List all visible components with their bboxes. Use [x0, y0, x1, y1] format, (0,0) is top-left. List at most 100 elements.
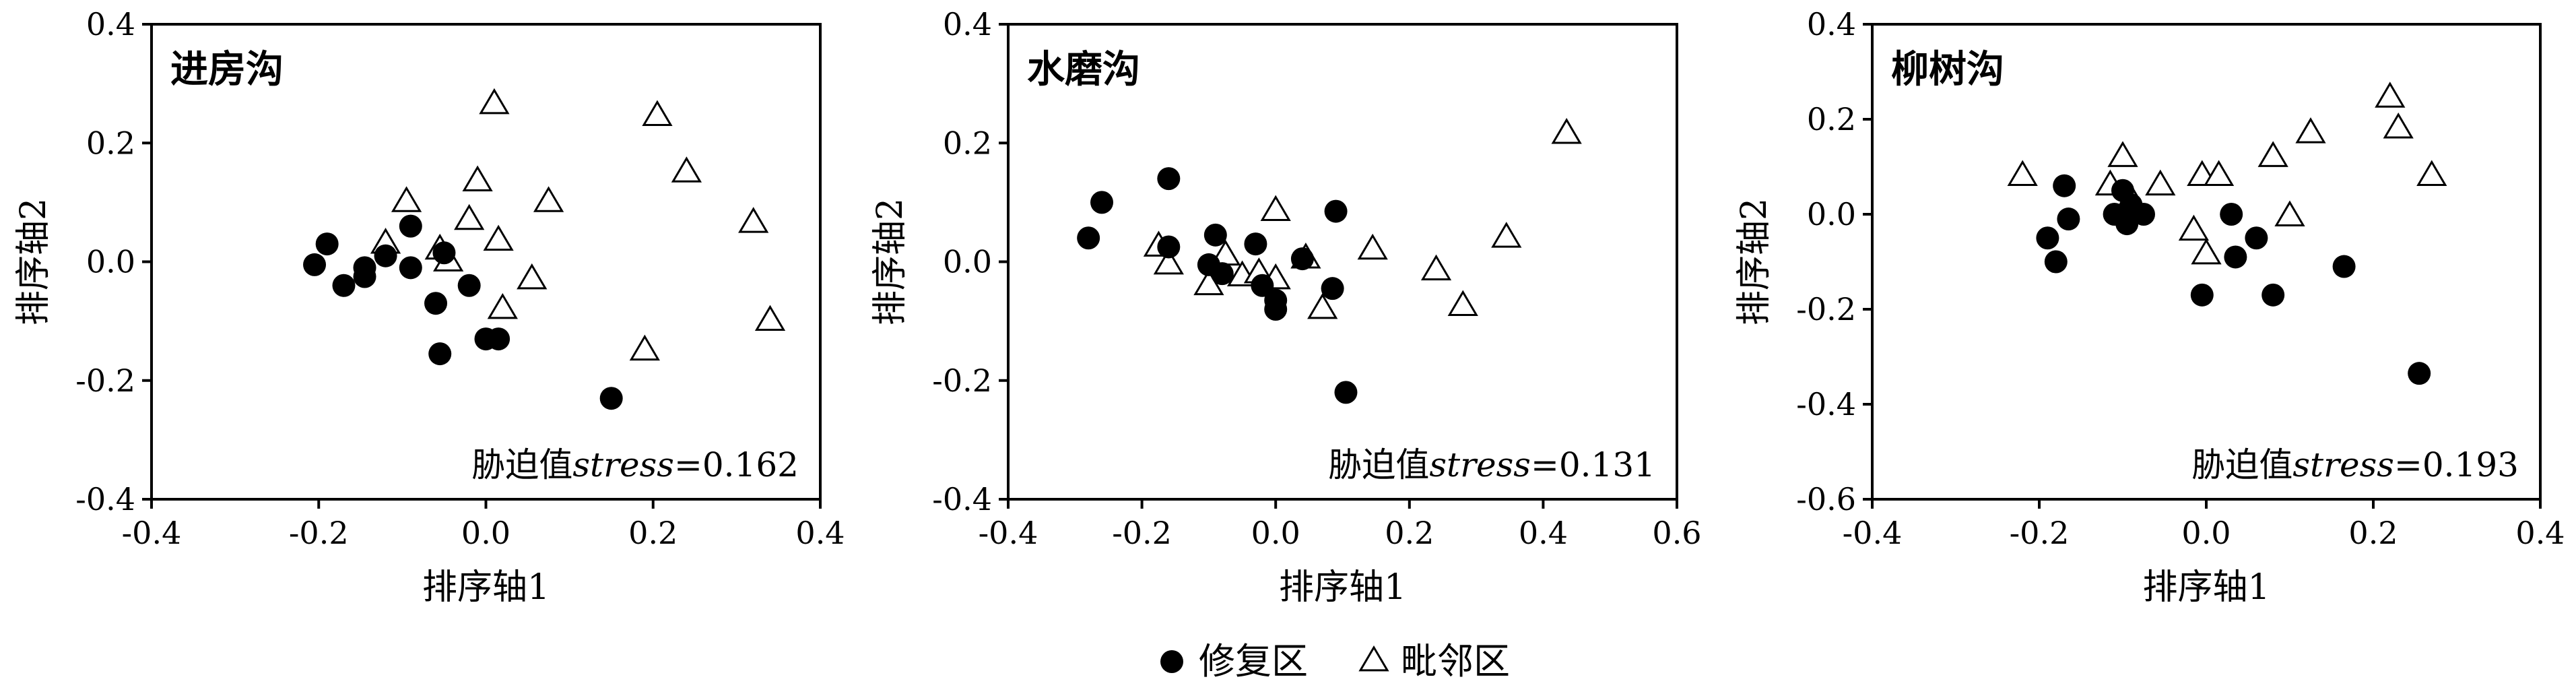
y-tick-label: 0.4	[86, 6, 135, 42]
data-point-triangle	[2375, 82, 2406, 108]
legend: 修复区 毗邻区	[1160, 640, 1510, 683]
stress-value: =0.193	[2394, 445, 2519, 484]
data-point-circle	[2220, 203, 2243, 226]
plot-panel-2: -0.4 -0.2 0.0 0.2 0.4 0.6 -0.4 -0.2 0.0 0.2 0.4 排序轴…	[870, 6, 1702, 608]
data-point-circle	[457, 274, 481, 297]
x-tick-label: 0.6	[1652, 515, 1701, 551]
data-point-triangle	[1357, 233, 1388, 260]
stress-annotation: 胁迫值stress=0.162	[471, 445, 799, 484]
y-tick-label: -0.4	[1796, 386, 1856, 422]
data-point-circle	[2332, 255, 2356, 278]
plot-frame	[150, 23, 822, 501]
x-axis-title: 排序轴1	[2142, 567, 2270, 608]
x-tick-label: 0.2	[2348, 515, 2398, 551]
y-tick-label: 0.0	[86, 244, 135, 280]
y-tick-label: 0.4	[943, 6, 992, 42]
y-tick-label: -0.2	[75, 362, 135, 399]
data-point-circle	[399, 214, 422, 238]
data-point-triangle	[738, 207, 769, 233]
x-tick-label: 0.2	[1385, 515, 1434, 551]
stress-word: stress	[2292, 445, 2394, 484]
data-point-circle	[1244, 232, 1267, 256]
panel-title: 进房沟	[170, 47, 284, 92]
data-point-triangle	[462, 165, 493, 191]
data-point-circle	[1077, 226, 1100, 250]
data-point-circle	[2036, 226, 2059, 250]
data-point-circle	[1157, 235, 1181, 259]
series-circle	[1077, 167, 1358, 404]
x-axis-title: 排序轴1	[422, 567, 550, 608]
data-point-circle	[2245, 226, 2268, 250]
legend-marker-circle	[1160, 650, 1183, 673]
data-point-triangle	[2416, 160, 2447, 187]
data-point-circle	[1321, 277, 1344, 300]
x-tick-label: 0.0	[461, 515, 510, 551]
y-axis-title: 排序轴2	[1734, 198, 1775, 325]
data-point-triangle	[754, 305, 786, 331]
data-point-circle	[315, 232, 339, 256]
data-point-triangle	[391, 186, 422, 212]
y-tick-label: 0.2	[86, 125, 135, 161]
data-point-triangle	[671, 156, 702, 183]
x-tick-label: 0.4	[1519, 515, 1568, 551]
x-tick-label: 0.0	[1251, 515, 1300, 551]
stress-word: stress	[1429, 445, 1531, 484]
x-tick-label: 0.0	[2181, 515, 2231, 551]
data-point-triangle	[2295, 117, 2326, 144]
panel-title: 柳树沟	[1891, 47, 2004, 92]
data-point-triangle	[517, 263, 548, 290]
data-point-circle	[374, 244, 397, 267]
data-point-triangle	[2007, 160, 2038, 187]
legend-marker-triangle	[1358, 645, 1389, 672]
data-point-triangle	[1260, 195, 1291, 222]
data-point-circle	[432, 241, 456, 265]
data-point-circle	[1210, 262, 1234, 286]
data-point-triangle	[2383, 113, 2414, 139]
data-point-triangle	[2107, 141, 2138, 167]
data-point-triangle	[483, 224, 514, 251]
y-tick-label: 0.0	[1807, 196, 1856, 232]
data-point-triangle	[2191, 238, 2222, 265]
stress-value: =0.131	[1531, 445, 1655, 484]
y-tick-label: -0.2	[1796, 291, 1856, 327]
y-axis-title: 排序轴2	[870, 198, 911, 325]
data-point-circle	[1264, 298, 1288, 321]
x-axis-title: 排序轴1	[1279, 567, 1406, 608]
legend-label: 修复区	[1199, 640, 1308, 683]
data-point-circle	[2053, 174, 2076, 197]
data-point-circle	[428, 342, 452, 366]
series-triangle	[1143, 117, 1582, 319]
x-tick-label: -0.4	[979, 515, 1038, 551]
stress-annotation: 胁迫值stress=0.193	[2191, 445, 2519, 484]
data-point-circle	[2190, 283, 2214, 307]
data-point-circle	[1251, 274, 1274, 297]
data-point-triangle	[1551, 117, 1582, 144]
data-point-triangle	[1307, 292, 1338, 319]
data-point-circle	[353, 265, 376, 288]
data-point-circle	[2261, 283, 2285, 307]
data-point-circle	[2115, 212, 2139, 236]
y-tick-label: 0.0	[943, 244, 992, 280]
y-tick-label: -0.4	[75, 481, 135, 517]
data-point-triangle	[1447, 290, 1478, 317]
data-point-circle	[1157, 167, 1181, 191]
data-point-triangle	[1491, 222, 1522, 248]
series-triangle	[370, 88, 786, 361]
x-tick-label: -0.4	[122, 515, 182, 551]
data-point-triangle	[479, 88, 510, 115]
data-point-circle	[1324, 199, 1348, 223]
data-point-triangle	[2203, 160, 2235, 187]
data-point-circle	[424, 292, 448, 315]
data-point-circle	[2224, 245, 2247, 269]
x-tick-label: -0.2	[1112, 515, 1172, 551]
data-point-circle	[1290, 247, 1314, 271]
data-point-circle	[1334, 381, 1358, 404]
data-point-circle	[2132, 203, 2155, 226]
stress-prefix: 胁迫值	[2191, 445, 2292, 484]
data-point-circle	[2408, 362, 2431, 385]
plot-panel-3: -0.4 -0.2 0.0 0.2 0.4-0.6-0.4-0.20.00.20.4排序…	[1734, 6, 2565, 608]
data-point-circle	[2057, 208, 2080, 231]
data-point-circle	[399, 256, 422, 280]
data-point-triangle	[454, 203, 485, 230]
y-axis-title: 排序轴2	[13, 198, 54, 325]
